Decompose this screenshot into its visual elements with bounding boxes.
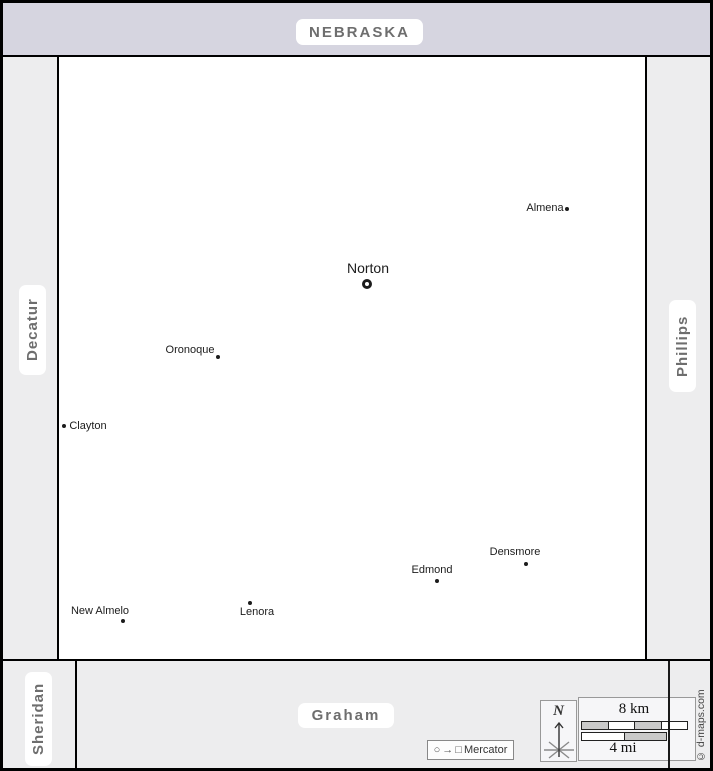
town-label-oronoque: Oronoque xyxy=(165,344,215,356)
town-label-densmore: Densmore xyxy=(489,546,541,558)
arrow-right-icon: → xyxy=(442,743,454,756)
town-marker-norton xyxy=(362,279,372,289)
globe-circle-icon: ○ xyxy=(433,743,441,756)
compass-rose-icon xyxy=(543,721,574,759)
town-label-edmond: Edmond xyxy=(411,564,453,576)
scale-segment xyxy=(635,722,662,729)
county-border-line xyxy=(668,661,670,768)
region-label-nebraska: NEBRASKA xyxy=(296,19,423,45)
square-icon: □ xyxy=(455,743,462,756)
norton-county-area xyxy=(59,57,645,659)
town-label-almena: Almena xyxy=(526,202,564,214)
scale-bar-km xyxy=(581,721,688,730)
north-letter: N xyxy=(553,703,564,719)
region-label-phillips: Phillips xyxy=(669,300,696,392)
scale-segment xyxy=(624,733,666,740)
town-label-clayton: Clayton xyxy=(69,420,107,432)
scale-km-label: 8 km xyxy=(618,701,650,717)
scale-segment xyxy=(582,722,609,729)
scale-segment xyxy=(608,722,635,729)
region-label-graham: Graham xyxy=(298,703,394,728)
town-label-lenora: Lenora xyxy=(239,606,275,618)
scale-segment xyxy=(582,733,625,740)
credit-text: © d-maps.com xyxy=(695,689,707,762)
scale-segment xyxy=(661,722,687,729)
projection-name: Mercator xyxy=(463,744,508,756)
town-marker-clayton xyxy=(62,424,66,428)
town-label-norton: Norton xyxy=(346,260,390,276)
town-marker-new-almelo xyxy=(121,619,125,623)
town-label-new-almelo: New Almelo xyxy=(70,605,130,617)
scale-bar-mi xyxy=(581,732,667,741)
region-label-sheridan: Sheridan xyxy=(25,672,52,766)
town-marker-almena xyxy=(565,207,569,211)
scale-mi-label: 4 mi xyxy=(609,740,637,756)
projection-legend: ○ → □ Mercator xyxy=(427,740,514,760)
town-marker-densmore xyxy=(524,562,528,566)
north-compass-box: N xyxy=(540,700,577,762)
region-label-decatur: Decatur xyxy=(19,285,46,375)
town-marker-lenora xyxy=(248,601,252,605)
town-marker-edmond xyxy=(435,579,439,583)
town-marker-oronoque xyxy=(216,355,220,359)
